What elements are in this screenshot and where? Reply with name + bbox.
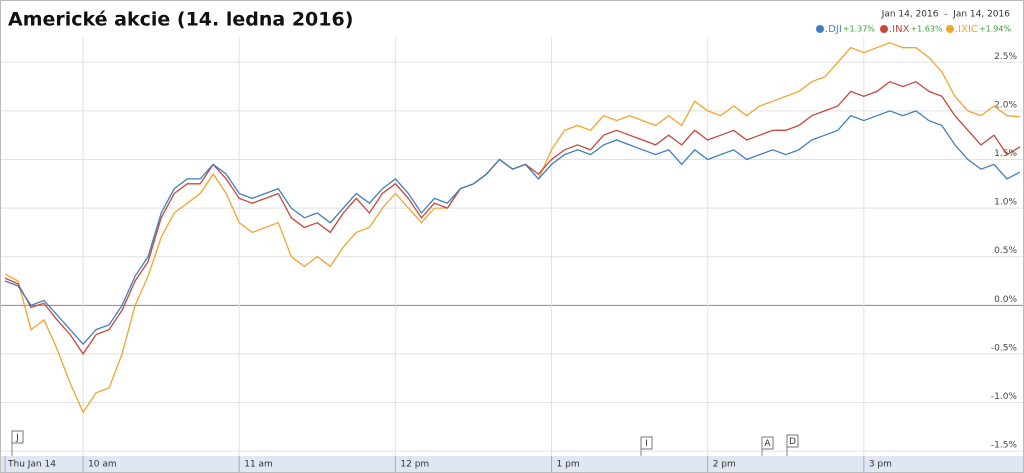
legend-change: +1.37% [843,25,876,34]
y-tick-label: 1.0% [994,198,1017,208]
x-tick-label: 2 pm [713,460,736,470]
y-tick-label: 2.0% [994,100,1017,110]
y-tick-label: 0.0% [994,295,1017,305]
legend-name: .IXIC [955,24,978,35]
chart-title: Americké akcie (14. ledna 2016) [8,9,353,31]
x-tick-label: 3 pm [869,460,892,470]
flag-box [761,436,774,450]
legend-dot [880,25,888,33]
series-line [4,110,1021,346]
y-tick-label: -0.5% [991,343,1018,353]
legend-name: .DJI [825,24,842,35]
flag-label: I [645,439,648,449]
legend-change: +1.63% [910,25,943,34]
legend-name: .INX [889,24,910,35]
flag-label: J [15,433,19,443]
y-tick-label: -1.5% [991,441,1018,451]
x-tick-label: 1 pm [557,460,580,470]
y-tick-label: -1.0% [991,392,1018,402]
legend-dot [816,25,824,33]
x-tick-label: Thu Jan 14 [7,460,56,470]
legend-change: +1.94% [979,25,1012,34]
y-tick-label: 2.5% [994,52,1017,62]
legend-dot [946,25,954,33]
flag-box [640,436,653,450]
x-tick-label: 11 am [244,460,273,470]
flag-label: A [764,439,771,449]
date-range: Jan 14, 2016 - Jan 14, 2016 [881,10,1011,20]
flag-box [11,430,24,444]
y-tick-label: 1.5% [994,149,1017,159]
x-tick-label: 10 am [88,460,117,470]
y-tick-label: 0.5% [994,246,1017,256]
x-axis-band [1,456,1023,472]
flag-box [786,434,799,448]
x-tick-label: 12 pm [400,460,429,470]
flag-label: D [789,437,796,447]
